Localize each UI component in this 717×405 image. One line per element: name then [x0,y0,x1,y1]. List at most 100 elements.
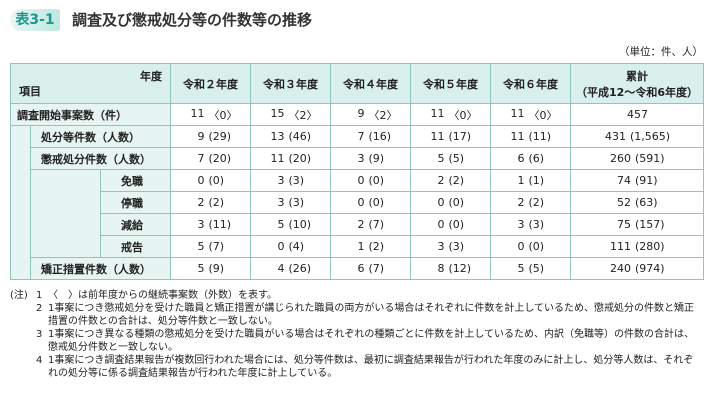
value-cell: 0 (4) [250,235,331,258]
value-cell: 0 (0) [410,213,491,236]
table-row: 調査開始事案数（件） 11 〈0〉 15 〈2〉 9 〈2〉 11 〈0〉 11 〈0〉 457 [10,103,704,126]
value-main: 5 [277,218,285,231]
value: 0 (0) [331,174,410,187]
value-main: 9 [197,130,205,143]
note-text: 1事案につき調査結果報告が複数回行われた場合には、処分等件数は、最初に調査結果報… [48,355,694,379]
table-row: 減給 3 (11) 5 (10) 2 (7) 0 (0) 3 (3) 75 (157) [11,213,704,236]
table-row: 矯正措置件数（人数） 5 (9) 4 (26) 6 (7) 8 (12) 5 (5) 240 (974) [11,257,704,280]
value-cell: 11 〈0〉 [410,103,491,126]
note-label-cell [10,354,36,380]
value: 11 (11) [491,130,570,143]
value-cell: 9 〈2〉 [330,103,411,126]
table-row: 免職 0 (0) 3 (3) 0 (0) 2 (2) 1 (1) 74 (91) [11,169,704,258]
item-label: 項目 [19,85,41,98]
value-main: 1 [517,174,525,187]
value-cell: 0 (0) [410,191,491,214]
value-sub: 〈0〉 [528,108,558,122]
value-main: 11 [510,106,525,120]
value-cell: 2 (7) [330,213,411,236]
value: 457 [571,108,703,121]
header-row: 年度 項目 令和２年度 令和３年度 令和４年度 令和５年度 令和６年度 累計 （平成12～令… [10,63,704,104]
note-number: 1 [36,290,43,301]
value-sub: (157) [635,218,665,231]
value-sub: 〈2〉 [288,108,318,122]
value-cell: 2 (2) [170,191,251,214]
value-sub: 〈2〉 [368,108,398,122]
value-main: 13 [270,130,285,143]
table-body: 調査開始事案数（件） 11 〈0〉 15 〈2〉 9 〈2〉 11 〈0〉 11 〈0〉 457 処分等… [10,103,704,280]
value-sub: 〈0〉 [208,108,238,122]
value: 8 (12) [411,262,490,275]
value: 0 (0) [331,196,410,209]
row-label: 懲戒処分件数（人数） [30,147,171,170]
value-cell: 11 (11) [490,125,571,148]
table-label: 表3-1 [10,9,60,31]
note: (注) 1 〈 〉は前年度からの継続事案数（外数）を表す。 [10,289,702,302]
value-main: 11 [270,152,285,165]
value-sub: (2) [448,174,465,187]
value-cell: 111 (280) [570,235,704,258]
value-cell: 431 (1,565) [570,125,704,148]
value-cell: 3 (11) [170,213,251,236]
value-main: 11 [430,106,445,120]
value: 3 (3) [251,174,330,187]
value-main: 3 [357,152,365,165]
column-header: 令和４年度 [330,63,411,104]
value-cell: 5 (5) [410,147,491,170]
value-sub: (0) [368,196,385,209]
row-label: 停職 [100,191,171,214]
value-main: 2 [197,196,205,209]
value-main: 3 [197,218,205,231]
value-main: 3 [437,240,445,253]
value-sub: (29) [208,130,232,143]
value-sub: (7) [368,218,385,231]
note: 2 1事案につき懲戒処分を受けた職員と矯正措置が講じられた職員の両方がいる場合はそ… [10,302,702,328]
value-sub: (26) [288,262,312,275]
value-sub: (12) [448,262,472,275]
value: 9 〈2〉 [331,107,410,123]
value: 9 (29) [171,130,250,143]
value-cell: 7 (16) [330,125,411,148]
value-cell: 260 (591) [570,147,704,170]
value: 2 (7) [331,218,410,231]
value-main: 5 [517,262,525,275]
value-main: 4 [277,262,285,275]
value-main: 260 [610,152,631,165]
value: 11 〈0〉 [171,107,250,123]
value-main: 5 [437,152,445,165]
note-number: 3 [36,329,43,340]
value-sub: (280) [635,240,665,253]
value-sub: (6) [528,152,545,165]
value-cell: 3 (3) [250,169,331,192]
value-cell: 11 〈0〉 [170,103,251,126]
value-sub: (3) [288,174,305,187]
value: 5 (7) [171,240,250,253]
value-cell: 75 (157) [570,213,704,236]
value: 0 (0) [491,240,570,253]
value: 5 (9) [171,262,250,275]
value-cell: 3 (3) [250,191,331,214]
value-main: 75 [617,218,631,231]
value-sub: (974) [635,262,665,275]
value-cell: 13 (46) [250,125,331,148]
value-main: 2 [357,218,365,231]
value-cell: 3 (3) [410,235,491,258]
value-cell: 5 (5) [490,257,571,280]
value: 240 (974) [571,262,703,275]
value-sub: (16) [368,130,392,143]
note-text: 〈 〉は前年度からの継続事案数（外数）を表す。 [48,290,277,301]
note: 3 1事案につき異なる種類の懲戒処分を受けた職員がいる場合はそれぞれの種類ごとに件… [10,328,702,354]
value-main: 15 [270,106,285,120]
value-main: 7 [357,130,365,143]
data-table: 年度 項目 令和２年度 令和３年度 令和４年度 令和５年度 令和６年度 累計 （平成12～令… [10,63,704,280]
value-cell: 11 〈0〉 [490,103,571,126]
value-main: 0 [357,196,365,209]
value-main: 3 [277,174,285,187]
note-number: 2 [36,303,43,314]
value-main: 1 [357,240,365,253]
row-label: 矯正措置件数（人数） [30,257,171,280]
value: 3 (3) [251,196,330,209]
value-sub: (0) [448,196,465,209]
value-cell: 0 (0) [170,169,251,192]
value-cell: 0 (0) [490,235,571,258]
